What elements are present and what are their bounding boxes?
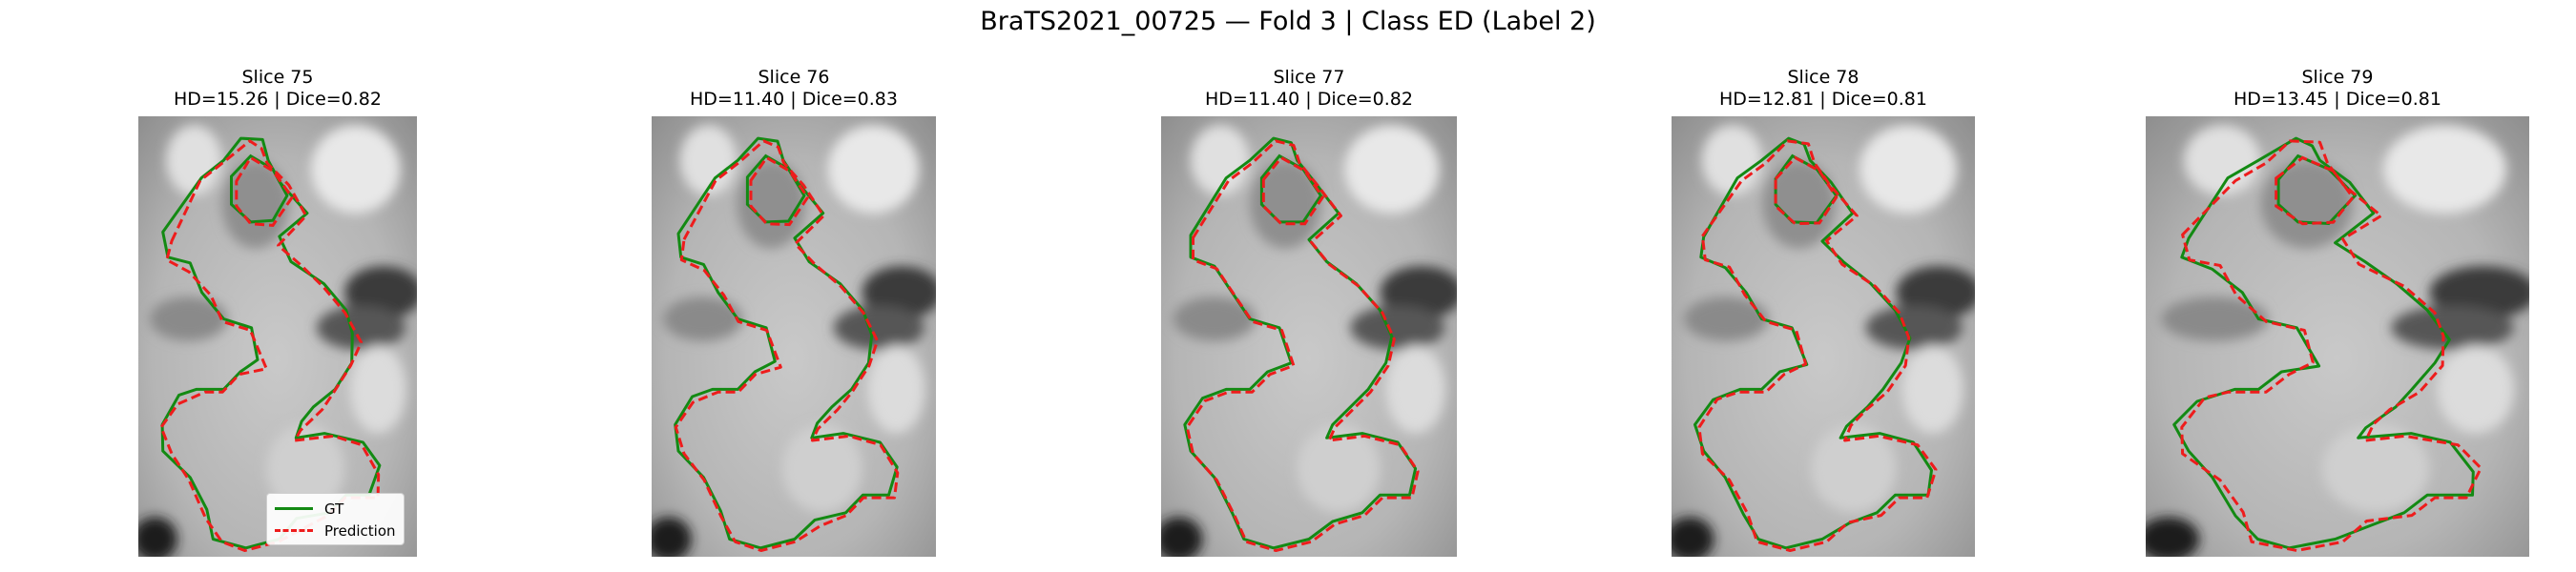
tissue-blob [311,125,401,214]
slice-metrics: HD=15.26 | Dice=0.82 [174,89,382,110]
mri-slice-canvas [652,116,936,557]
gt-contour [2172,136,2475,550]
tissue-blob [1350,305,1445,350]
prediction-contour-inner [235,155,295,227]
mri-slice-image [1672,116,1975,557]
legend-prediction-swatch [275,529,313,532]
mri-slice-canvas [138,116,417,557]
mri-slice-canvas [1672,116,1975,557]
slice-metrics: HD=11.40 | Dice=0.82 [1205,89,1413,110]
tissue-blob [1344,125,1440,214]
tissue-blob [1901,345,1963,434]
legend-prediction-label: Prediction [324,521,396,540]
tissue-blob [1173,296,1257,341]
legend-gt-label: GT [324,500,344,518]
tissue-blob [1672,517,1714,557]
prediction-contour [1185,139,1420,552]
tissue-blob [1380,266,1457,319]
tissue-blob [2429,266,2529,319]
slice-title: Slice 79 [2301,67,2374,88]
slice-title: Slice 75 [241,67,314,88]
tissue-blob [662,296,743,341]
tissue-blob [782,424,862,513]
slice-metrics: HD=11.40 | Dice=0.83 [690,89,898,110]
tissue-blob [1896,266,1975,319]
prediction-contour-inner [1261,155,1325,226]
tissue-blob [2184,125,2261,196]
mri-slice-image [138,116,417,557]
tissue-blob [1865,305,1963,350]
tissue-blob [2391,305,2514,350]
tissue-blob [1250,160,1321,249]
tissue-blob [2146,517,2200,557]
slice-title: Slice 76 [758,67,830,88]
tissue-blob [166,125,222,196]
tissue-blob [149,296,228,341]
tissue-blob [1385,345,1445,434]
tissue-blob [349,345,406,434]
slice-metrics: HD=12.81 | Dice=0.81 [1719,89,1927,110]
prediction-contour-inner [749,155,810,227]
mri-slice-image [652,116,936,557]
tissue-blob [652,517,692,557]
tissue-blob [827,125,920,214]
mri-slice-image [2146,116,2529,557]
gt-contour [674,136,899,550]
legend-item-gt: GT [275,498,396,520]
tissue-blob [2161,296,2269,341]
tissue-blob [1859,125,1957,214]
mri-slice-canvas [2146,116,2529,557]
tissue-blob [266,424,345,513]
slice-title: Slice 78 [1787,67,1859,88]
gt-contour-inner [230,153,289,224]
tissue-blob [862,266,936,319]
legend-item-prediction: Prediction [275,520,396,541]
tissue-blob [1191,125,1250,196]
prediction-contour [1697,139,1938,552]
tissue-blob [1161,517,1203,557]
slice-metrics: HD=13.45 | Dice=0.81 [2233,89,2441,110]
tissue-blob [867,345,925,434]
tissue-blob [679,125,737,196]
tissue-blob [2260,160,2354,249]
tissue-blob [833,305,925,350]
tissue-blob [2383,125,2506,214]
slice-title: Slice 77 [1273,67,1345,88]
legend: GT Prediction [266,493,405,545]
tissue-blob [2437,345,2514,434]
tissue-blob [316,305,406,350]
tissue-blob [344,266,417,319]
tissue-blob [1683,296,1769,341]
tissue-blob [1297,424,1381,513]
prediction-contour [674,139,900,552]
mri-slice-canvas [1161,116,1457,557]
tissue-blob [1811,424,1897,513]
tissue-blob [2321,424,2430,513]
mri-slice-image [1161,116,1457,557]
tissue-blob [138,517,177,557]
prediction-contour-inner [1774,155,1839,226]
legend-gt-swatch [275,507,313,510]
figure-title: BraTS2021_00725 — Fold 3 | Class ED (Lab… [980,7,1596,36]
prediction-contour-inner [2275,155,2355,226]
tissue-blob [1762,160,1836,249]
prediction-contour [2180,139,2483,552]
tissue-blob [737,160,805,249]
